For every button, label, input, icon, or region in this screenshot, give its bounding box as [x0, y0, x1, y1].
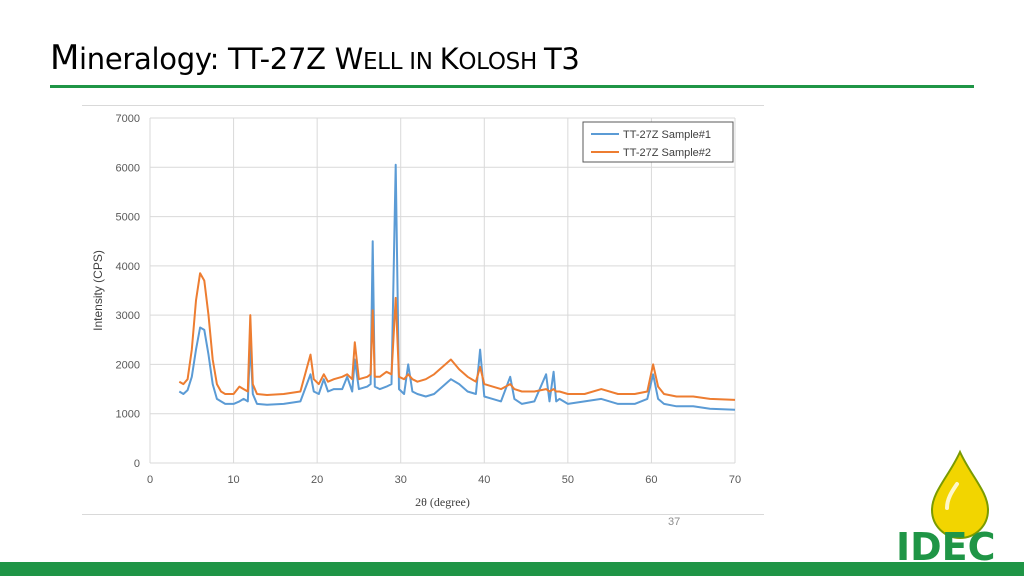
- y-tick-label: 7000: [116, 113, 140, 125]
- legend-label: TT-27Z Sample#1: [623, 129, 711, 141]
- y-tick-label: 4000: [116, 261, 140, 273]
- slide-title: Mineralogy: TT-27Z WELL IN KOLOSH T3: [50, 38, 580, 82]
- slide-title-part: ELL IN: [362, 49, 440, 75]
- y-tick-label: 0: [134, 458, 140, 470]
- slide-title-part: M: [50, 38, 80, 78]
- x-tick-label: 10: [227, 474, 239, 486]
- y-tick-label: 3000: [116, 310, 140, 322]
- y-tick-label: 1000: [116, 409, 140, 421]
- series-line: [178, 272, 736, 401]
- chart-frame: 0 1000 2000 3000 4000 5000 6000 7000 0 10 20 30 40 50…: [82, 105, 764, 515]
- xrd-line-chart: 0 1000 2000 3000 4000 5000 6000 7000 0 10 20 30 40 50…: [91, 113, 741, 509]
- bottom-accent-bar: [0, 562, 1024, 576]
- title-underline: [50, 85, 974, 88]
- slide-title-part: T3: [543, 42, 580, 76]
- page-number: 37: [668, 516, 681, 528]
- y-tick-label: 2000: [116, 359, 140, 371]
- slide-title-part: ineralogy: TT-27Z W: [79, 42, 363, 76]
- oil-drop-highlight: [945, 482, 959, 510]
- slide-title-part: K: [439, 42, 459, 76]
- x-tick-label: 0: [147, 474, 153, 486]
- x-tick-label: 20: [311, 474, 323, 486]
- idec-logo: IDEC: [896, 449, 996, 566]
- x-tick-label: 70: [729, 474, 741, 486]
- y-tick-label: 5000: [116, 212, 140, 224]
- x-tick-label: 50: [562, 474, 574, 486]
- oil-drop-icon: [930, 449, 990, 540]
- series-line: [178, 163, 736, 411]
- y-tick-label: 6000: [116, 162, 140, 174]
- legend-label: TT-27Z Sample#2: [623, 147, 711, 159]
- x-tick-label: 40: [478, 474, 490, 486]
- logo-text: IDEC: [896, 525, 996, 566]
- x-tick-label: 30: [395, 474, 407, 486]
- legend-box: [582, 121, 734, 163]
- x-axis-label: 2θ (degree): [415, 495, 470, 509]
- slide-title-part: OLOSH: [458, 49, 544, 75]
- x-tick-label: 60: [645, 474, 657, 486]
- y-axis-label: Intensity (CPS): [91, 250, 105, 331]
